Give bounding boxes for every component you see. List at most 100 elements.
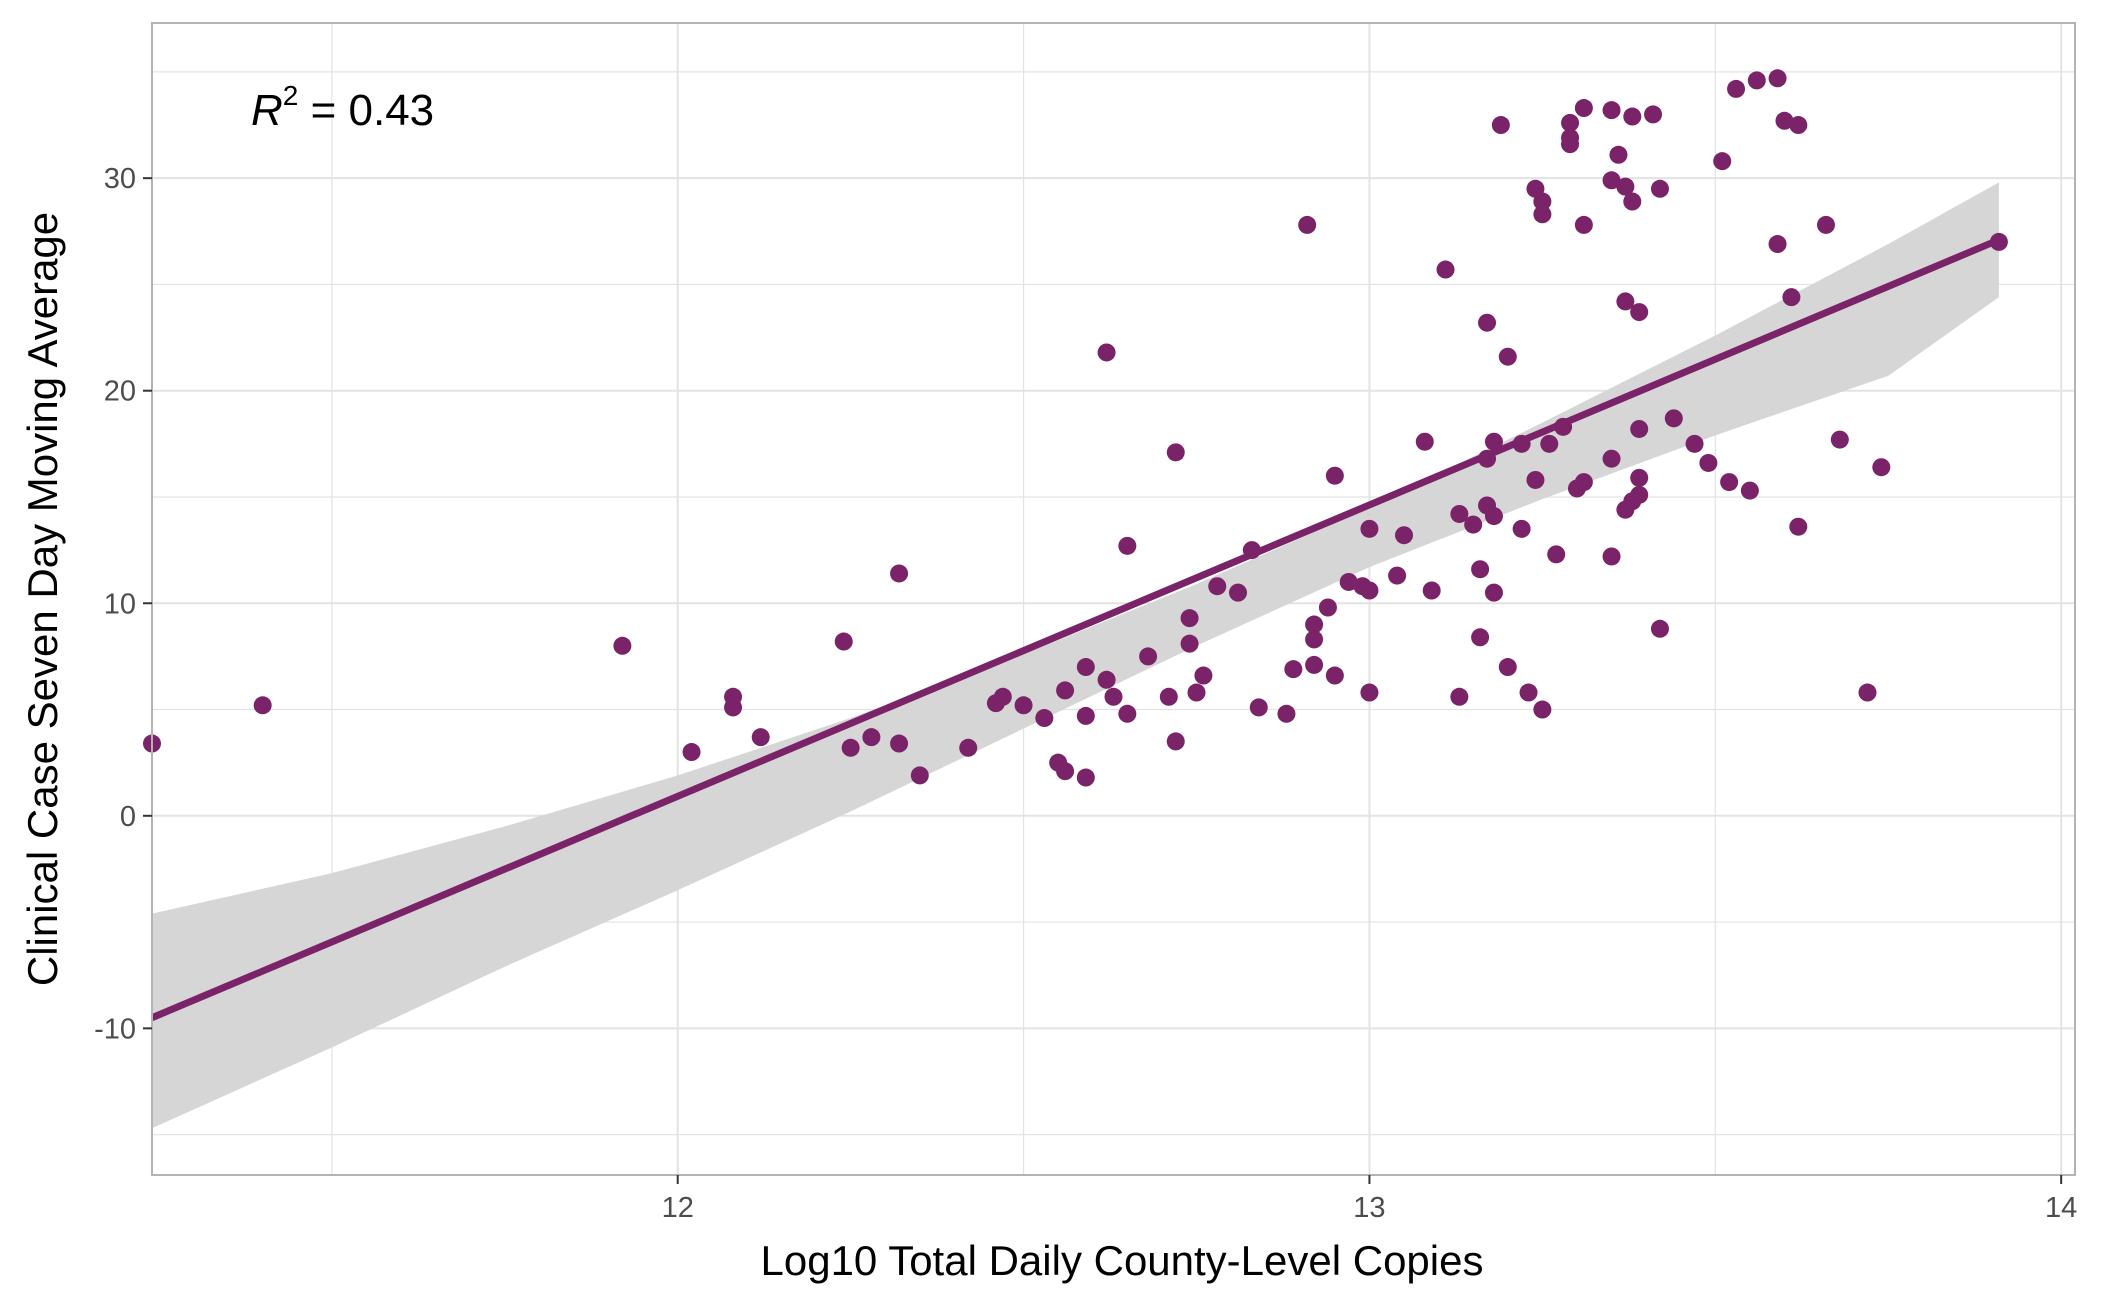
data-point [1498, 658, 1517, 677]
data-point [959, 738, 978, 757]
data-point [1056, 681, 1075, 700]
confidence-band-area [152, 182, 1999, 1129]
data-point [1512, 519, 1531, 538]
data-point [1298, 215, 1317, 234]
data-point [1180, 634, 1199, 653]
data-point [1630, 468, 1649, 487]
data-point [1650, 179, 1669, 198]
data-point [751, 728, 770, 747]
data-point [1630, 419, 1649, 438]
data-point [1768, 235, 1787, 254]
data-point [1360, 683, 1379, 702]
data-point [1685, 434, 1704, 453]
data-point [1118, 536, 1137, 555]
data-point [1415, 432, 1434, 451]
data-point [1720, 473, 1739, 492]
data-point [1602, 449, 1621, 468]
data-point [1747, 71, 1766, 90]
data-point [1554, 417, 1573, 436]
data-point [834, 632, 853, 651]
data-point [1816, 215, 1835, 234]
y-tick-label: -10 [94, 1013, 136, 1045]
plot-panel-border [151, 22, 2076, 1176]
data-point [1775, 111, 1794, 130]
data-point [1727, 79, 1746, 98]
data-point [1512, 434, 1531, 453]
data-point [1249, 698, 1268, 717]
data-point [1609, 145, 1628, 164]
data-point [1526, 470, 1545, 489]
data-point [1623, 192, 1642, 211]
data-point [1484, 507, 1503, 526]
data-point [1360, 519, 1379, 538]
y-tick-label: 10 [104, 588, 136, 620]
x-tick-label: 14 [2045, 1192, 2077, 1224]
data-point [1540, 434, 1559, 453]
data-point [1498, 347, 1517, 366]
y-tick-label: 0 [120, 801, 136, 833]
y-axis-title: Clinical Case Seven Day Moving Average [19, 212, 66, 986]
data-point [1478, 449, 1497, 468]
data-point [1388, 566, 1407, 585]
data-point [993, 687, 1012, 706]
data-point [1305, 630, 1324, 649]
data-point [1471, 628, 1490, 647]
data-point [1242, 541, 1261, 560]
data-point [1035, 709, 1054, 728]
r-squared-label: R [251, 86, 283, 135]
data-point [1395, 526, 1414, 545]
regression-line-group [150, 236, 2001, 1021]
data-point [1305, 615, 1324, 634]
data-point [1187, 683, 1206, 702]
y-tick-label: 20 [104, 376, 136, 408]
data-point [682, 743, 701, 762]
data-point [1650, 619, 1669, 638]
data-point [1574, 473, 1593, 492]
data-point [1166, 732, 1185, 751]
data-point [1464, 515, 1483, 534]
r-squared-value: = 0.43 [298, 86, 434, 135]
data-point [1533, 192, 1552, 211]
data-point [1284, 660, 1303, 679]
data-point [1139, 647, 1158, 666]
data-point [1056, 762, 1075, 781]
data-point [1574, 215, 1593, 234]
data-point [1436, 260, 1455, 279]
data-point [1277, 704, 1296, 723]
data-point [1422, 581, 1441, 600]
data-point [1484, 432, 1503, 451]
data-point [1768, 69, 1787, 88]
data-point [1547, 545, 1566, 564]
data-point [1076, 768, 1095, 787]
data-point [1789, 116, 1808, 135]
data-point [253, 696, 272, 715]
data-point [1574, 99, 1593, 118]
data-point [1014, 696, 1033, 715]
data-point [1194, 666, 1213, 685]
data-point [1782, 288, 1801, 307]
regression-line [150, 236, 2001, 1021]
data-point [1644, 105, 1663, 124]
data-point [1630, 303, 1649, 322]
data-point [1118, 704, 1137, 723]
data-point [1623, 107, 1642, 126]
data-point [1478, 313, 1497, 332]
data-point [1325, 666, 1344, 685]
data-point [1989, 232, 2008, 251]
data-point [1789, 517, 1808, 536]
data-point [1491, 116, 1510, 135]
data-point [1664, 409, 1683, 428]
data-point [1097, 343, 1116, 362]
data-point [890, 564, 909, 583]
data-point [1602, 101, 1621, 120]
y-tick-label: 30 [104, 163, 136, 195]
data-point [1208, 577, 1227, 596]
data-point [1561, 113, 1580, 132]
y-axis-ticks: -10 0 10 20 30 [94, 163, 152, 1045]
data-point [1830, 430, 1849, 449]
data-point [1713, 152, 1732, 171]
x-axis-title: Log10 Total Daily County-Level Copies [761, 1237, 1484, 1284]
data-point [1229, 583, 1248, 602]
data-point [1602, 171, 1621, 190]
